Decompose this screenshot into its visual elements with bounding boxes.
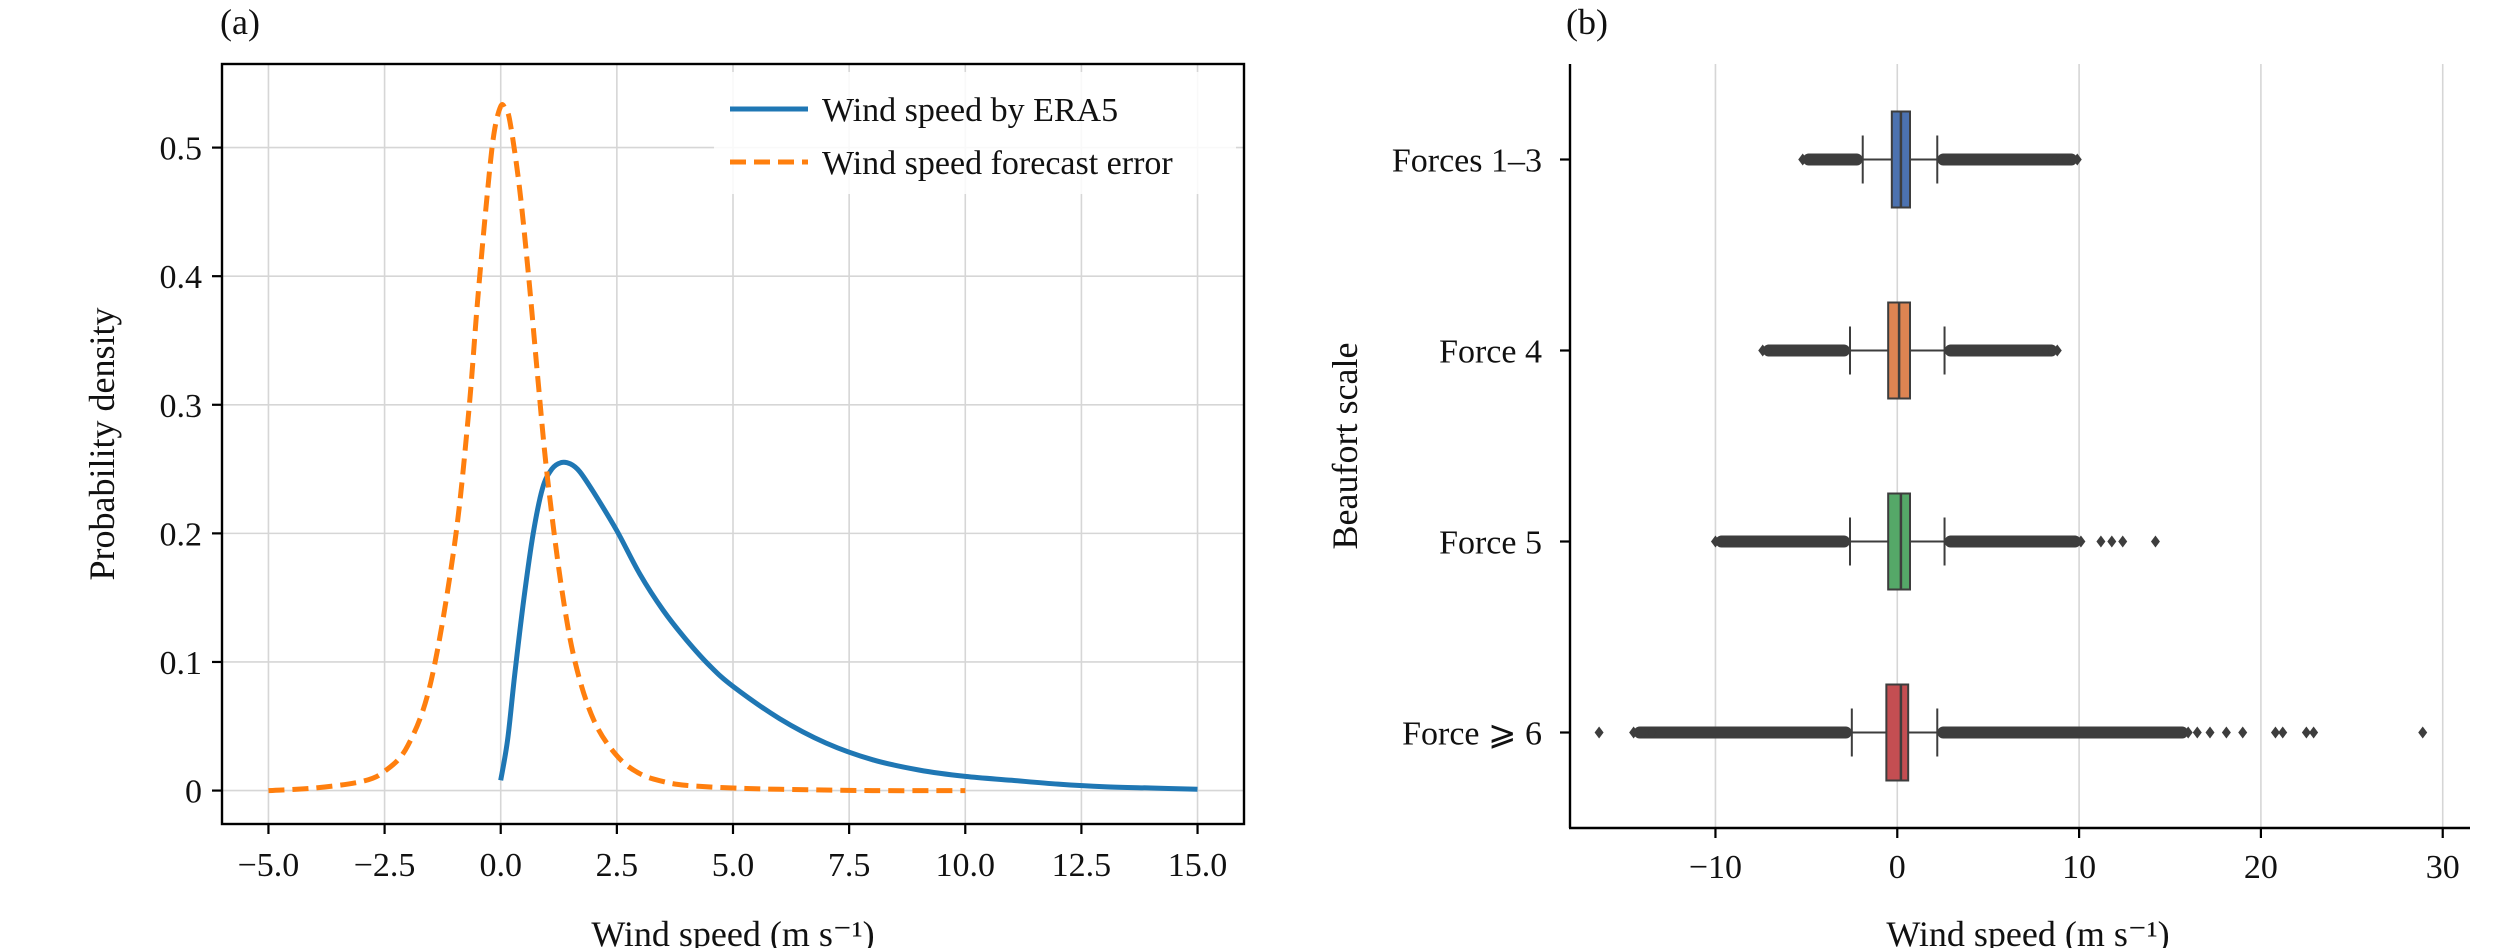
boxplot-outlier-point: [2072, 153, 2082, 166]
boxplot-outlier-band: [1944, 344, 2058, 357]
boxplot-box: [1887, 492, 1911, 591]
boxplot-outlier-point: [2238, 726, 2248, 739]
panel-a-legend: Wind speed by ERA5 Wind speed forecast e…: [714, 72, 1236, 194]
boxplot-outlier-point: [2050, 153, 2060, 166]
boxplot-outlier-point: [1594, 726, 1604, 739]
panel-a-y-tick-label: 0.1: [160, 645, 203, 682]
boxplot-outlier-point: [1805, 153, 1815, 166]
boxplot-outlier-point: [2052, 344, 2062, 357]
boxplot-outlier-band: [1633, 726, 1852, 739]
boxplot-outlier-point: [1798, 153, 1808, 166]
panel-b-y-axis-label: Beaufort scale: [1325, 343, 1365, 550]
boxplot-outlier-band: [1715, 535, 1850, 548]
boxplot-group: [1710, 492, 2160, 591]
boxplot-outlier-point: [1718, 535, 1728, 548]
boxplot-outlier-point: [2070, 535, 2080, 548]
boxplot-outlier-point: [2096, 535, 2106, 548]
panel-b-x-tick-label: −10: [1689, 849, 1742, 886]
boxplot-outlier-band: [1802, 153, 1863, 166]
panel-b-boxes: [1594, 110, 2428, 782]
boxplot-group: [1594, 683, 2428, 782]
boxplot-outlier-point: [1629, 726, 1639, 739]
panel-a-x-axis-label: Wind speed (m s⁻¹): [591, 914, 874, 948]
boxplot-outlier-point: [2118, 535, 2128, 548]
panel-a-y-tick-label: 0.3: [160, 388, 203, 425]
boxplot-outlier-point: [2061, 153, 2071, 166]
boxplot-outlier-point: [2205, 726, 2215, 739]
panel-a-x-tick-label: 7.5: [828, 847, 871, 884]
panel-b-x-axis-label: Wind speed (m s⁻¹): [1886, 914, 2169, 948]
panel-a-x-tick-label: 0.0: [479, 847, 522, 884]
boxplot-outlier-band: [1937, 153, 2078, 166]
boxplot-outlier-point: [2309, 726, 2319, 739]
boxplot-group: [1798, 110, 2082, 209]
panel-b-category-label: Force ⩾ 6: [1402, 716, 1542, 753]
panel-b-gridlines: [1714, 64, 2444, 828]
panel-b-category-label: Force 5: [1439, 525, 1542, 562]
panel-b-label: (b): [1566, 2, 1608, 42]
panel-a-x-tick-label: 10.0: [936, 847, 996, 884]
boxplot-outlier-point: [2270, 726, 2280, 739]
panel-a-x-tick-label: 2.5: [596, 847, 639, 884]
boxplot-group: [1758, 301, 2062, 400]
panel-a-density-chart: (a) −5.0 −2.5 0.0 2.5 5.0 7.5 10.0 12.5 15.0 0 0.…: [82, 2, 1246, 948]
boxplot-outlier-point: [2183, 726, 2193, 739]
panel-a-x-tick-label: 12.5: [1052, 847, 1112, 884]
forecast-error-density-line: [268, 102, 966, 794]
panel-b-x-tick-label: 20: [2244, 849, 2278, 886]
boxplot-outlier-band: [1937, 726, 2189, 739]
panel-a-x-ticks: −5.0 −2.5 0.0 2.5 5.0 7.5 10.0 12.5 15.0: [238, 824, 1228, 884]
boxplot-outlier-point: [1763, 344, 1773, 357]
panel-b-x-tick-label: 0: [1889, 849, 1906, 886]
legend-label-era5: Wind speed by ERA5: [822, 92, 1118, 129]
panel-a-y-tick-label: 0.4: [160, 259, 203, 296]
panel-b-x-tick-label: 30: [2426, 849, 2460, 886]
panel-a-y-tick-label: 0: [185, 774, 202, 811]
boxplot-outlier-point: [2150, 535, 2160, 548]
panel-b-category-label: Forces 1–3: [1392, 143, 1542, 180]
panel-a-y-axis-label: Probability density: [82, 308, 122, 581]
panel-a-label: (a): [220, 2, 260, 42]
panel-b-category-label: Force 4: [1439, 334, 1542, 371]
boxplot-outlier-point: [2045, 153, 2055, 166]
boxplot-outlier-point: [2107, 535, 2117, 548]
boxplot-outlier-point: [1647, 726, 1657, 739]
panel-a-x-tick-label: −5.0: [238, 847, 300, 884]
boxplot-outlier-point: [1758, 344, 1768, 357]
panel-a-y-tick-label: 0.5: [160, 131, 203, 168]
boxplot-outlier-band: [1944, 535, 2081, 548]
boxplot-outlier-point: [2047, 344, 2057, 357]
boxplot-outlier-point: [2192, 726, 2202, 739]
boxplot-outlier-point: [2041, 344, 2051, 357]
panel-a-x-tick-label: 5.0: [712, 847, 755, 884]
boxplot-outlier-point: [2056, 153, 2066, 166]
panel-b-x-ticks: −10 0 10 20 30: [1689, 828, 2460, 886]
panel-b-x-tick-label: 10: [2062, 849, 2096, 886]
panel-a-x-tick-label: −2.5: [354, 847, 416, 884]
legend-label-forecast-error: Wind speed forecast error: [822, 145, 1173, 182]
panel-a-series: [268, 102, 1198, 794]
legend-background: [714, 72, 1236, 194]
boxplot-outlier-point: [2301, 726, 2311, 739]
panel-a-x-tick-label: 15.0: [1168, 847, 1228, 884]
boxplot-outlier-band: [1762, 344, 1850, 357]
panel-a-y-ticks: 0 0.1 0.2 0.3 0.4 0.5: [160, 131, 222, 811]
boxplot-box: [1885, 683, 1910, 782]
boxplot-outlier-point: [2418, 726, 2428, 739]
panel-b-category-labels: Forces 1–3 Force 4 Force 5 Force ⩾ 6: [1392, 143, 1570, 753]
boxplot-outlier-point: [1638, 726, 1648, 739]
boxplot-outlier-point: [1710, 535, 1720, 548]
panel-a-y-tick-label: 0.2: [160, 516, 203, 553]
boxplot-outlier-point: [2221, 726, 2231, 739]
boxplot-outlier-point: [2278, 726, 2288, 739]
boxplot-outlier-point: [2076, 535, 2086, 548]
era5-density-line: [498, 459, 1198, 792]
